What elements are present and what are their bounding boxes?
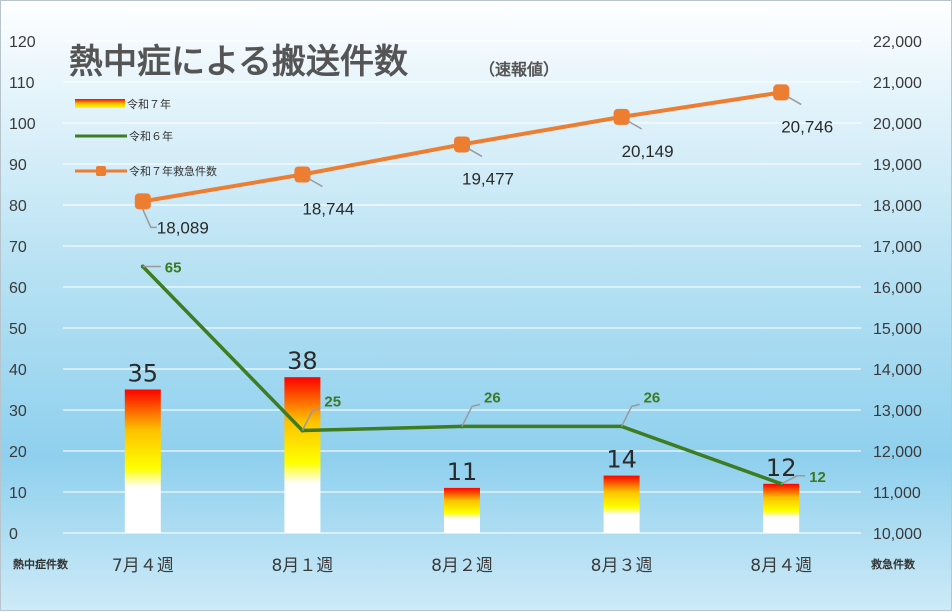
leader-emergency: [627, 120, 642, 130]
bar-series: [124, 377, 800, 533]
category-label: 8月２週: [431, 556, 493, 576]
bar-r7-label: 12: [766, 454, 797, 482]
bar-r7-label: 38: [287, 347, 318, 375]
left-tick-label: 50: [9, 321, 27, 338]
x-axis-name: 熱中症件数: [13, 557, 69, 571]
right-tick-label: 10,000: [873, 526, 922, 543]
point-r6-label: 26: [644, 389, 661, 406]
left-tick-label: 70: [9, 239, 27, 256]
right-tick-label: 11,000: [873, 485, 921, 502]
leader-emergency: [786, 95, 802, 106]
right-axis-name: 救急件数: [871, 557, 916, 571]
point-r6-label: 12: [809, 469, 826, 486]
point-r6-label: 25: [324, 394, 341, 411]
leader-r6: [620, 403, 640, 427]
left-tick-label: 100: [9, 116, 36, 133]
category-label: 8月３週: [591, 556, 653, 576]
left-tick-label: 30: [9, 403, 27, 420]
left-tick-label: 90: [9, 157, 27, 174]
bar-r7-label: 14: [606, 446, 637, 474]
right-tick-label: 15,000: [873, 321, 922, 338]
point-emergency: [134, 193, 151, 210]
point-emergency: [294, 166, 311, 183]
legend-label-r6: 令和６年: [129, 129, 173, 143]
bar-r7: [763, 483, 800, 533]
leader-emergency: [467, 147, 483, 158]
point-emergency-label: 18,744: [302, 199, 354, 218]
bar-r7-label: 11: [447, 458, 478, 486]
point-emergency-label: 20,746: [781, 117, 833, 136]
data-labels: 35 38 11 14 12 65 25 26 26 12 18,089 18,744 19,477 20…: [128, 95, 833, 486]
bar-r7: [444, 487, 480, 533]
left-axis: 0 10 20 30 40 50 60 70 80 90 100 110 120: [9, 34, 36, 543]
right-tick-label: 13,000: [873, 403, 922, 420]
right-tick-label: 19,000: [873, 157, 922, 174]
legend-label-r7: 令和７年: [127, 97, 171, 111]
leader-r6: [780, 475, 806, 485]
left-tick-label: 80: [9, 198, 27, 215]
point-r6-label: 65: [165, 260, 182, 277]
right-tick-label: 18,000: [873, 198, 922, 215]
left-tick-label: 120: [9, 34, 36, 51]
right-tick-label: 17,000: [873, 239, 922, 256]
point-emergency: [613, 108, 630, 125]
point-emergency-label: 20,149: [622, 142, 674, 161]
legend-marker-emergency: [96, 166, 106, 176]
leader-emergency: [142, 209, 157, 229]
point-emergency-label: 19,477: [462, 169, 514, 188]
right-axis: 10,000 11,000 12,000 13,000 14,000 15,000 16,0…: [873, 34, 922, 543]
right-tick-label: 16,000: [873, 280, 922, 297]
category-label: 7月４週: [112, 556, 174, 576]
left-tick-label: 60: [9, 280, 27, 297]
bar-r7: [284, 377, 321, 533]
legend: 令和７年 令和６年 令和７年救急件数: [75, 97, 217, 178]
category-label: 8月４週: [750, 556, 812, 576]
left-tick-label: 110: [9, 75, 35, 92]
right-tick-label: 22,000: [873, 34, 922, 51]
leader-r6: [301, 407, 321, 431]
gridlines: [63, 40, 861, 534]
legend-swatch-r7: [75, 99, 125, 108]
right-tick-label: 20,000: [873, 116, 922, 133]
category-label: 8月１週: [271, 556, 333, 576]
chart-subtitle: （速報値）: [479, 60, 559, 79]
point-emergency: [454, 136, 470, 153]
right-tick-label: 21,000: [873, 75, 922, 92]
leader-emergency: [308, 177, 323, 188]
right-tick-label: 12,000: [873, 444, 922, 461]
right-tick-label: 14,000: [873, 362, 922, 379]
legend-label-emergency: 令和７年救急件数: [129, 164, 217, 178]
bar-r7-label: 35: [128, 360, 159, 388]
category-axis: 7月４週 8月１週 8月２週 8月３週 8月４週: [112, 556, 812, 576]
chart-title: 熱中症による搬送件数: [69, 42, 408, 82]
point-emergency-label: 18,089: [157, 218, 209, 237]
left-tick-label: 20: [9, 444, 27, 461]
bar-r7: [603, 475, 640, 533]
left-tick-label: 40: [9, 362, 27, 379]
point-emergency: [773, 84, 790, 101]
point-r6-label: 26: [484, 389, 501, 406]
bar-r7: [124, 389, 161, 533]
leader-r6: [461, 403, 481, 427]
left-tick-label: 10: [9, 485, 27, 502]
left-tick-label: 0: [9, 526, 18, 543]
